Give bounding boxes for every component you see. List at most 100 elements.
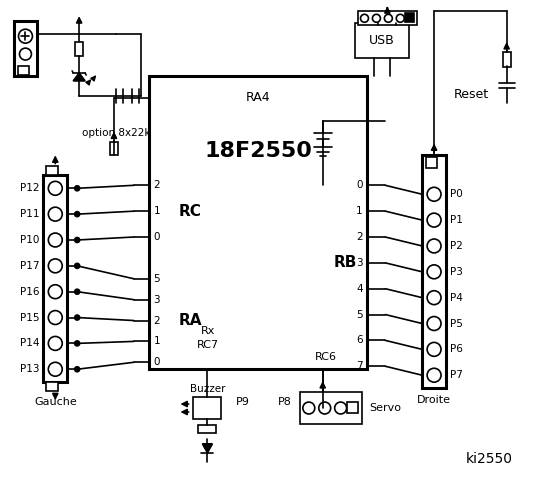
Circle shape — [397, 14, 404, 22]
Circle shape — [427, 239, 441, 253]
Circle shape — [48, 311, 62, 324]
Circle shape — [427, 291, 441, 305]
Circle shape — [48, 233, 62, 247]
Text: 1: 1 — [153, 336, 160, 347]
Text: P8: P8 — [278, 397, 292, 407]
Text: 6: 6 — [356, 336, 363, 346]
Circle shape — [48, 181, 62, 195]
Text: 5: 5 — [356, 310, 363, 320]
Polygon shape — [202, 444, 212, 453]
Text: 4: 4 — [356, 284, 363, 294]
Bar — [426, 157, 437, 168]
Text: Droite: Droite — [417, 395, 451, 405]
Bar — [75, 42, 83, 56]
Bar — [18, 66, 29, 75]
Circle shape — [75, 238, 80, 242]
Text: P13: P13 — [20, 364, 39, 374]
Circle shape — [48, 362, 62, 376]
Text: P4: P4 — [450, 293, 463, 303]
Text: 2: 2 — [356, 232, 363, 242]
Circle shape — [427, 316, 441, 330]
Text: P0: P0 — [450, 189, 463, 199]
Text: RA: RA — [179, 313, 202, 328]
Circle shape — [75, 264, 80, 268]
Circle shape — [48, 259, 62, 273]
Text: 1: 1 — [356, 206, 363, 216]
Circle shape — [75, 367, 80, 372]
Circle shape — [427, 213, 441, 227]
Bar — [46, 382, 58, 391]
Text: P14: P14 — [20, 338, 39, 348]
Bar — [503, 51, 510, 67]
Circle shape — [372, 14, 380, 22]
Bar — [194, 397, 221, 419]
Circle shape — [18, 29, 33, 43]
Text: RC6: RC6 — [315, 352, 337, 362]
Text: P9: P9 — [236, 397, 250, 407]
Text: 2: 2 — [153, 180, 160, 190]
Bar — [300, 392, 362, 424]
Circle shape — [427, 187, 441, 201]
Bar — [149, 76, 368, 369]
Bar — [13, 21, 38, 76]
Text: USB: USB — [369, 34, 395, 47]
Bar — [43, 175, 67, 382]
Circle shape — [427, 342, 441, 356]
Circle shape — [427, 368, 441, 382]
Text: 2: 2 — [153, 315, 160, 325]
Text: Rx: Rx — [201, 326, 216, 336]
Text: P2: P2 — [450, 241, 463, 251]
Text: Gauche: Gauche — [34, 397, 77, 407]
Text: P3: P3 — [450, 267, 463, 277]
Text: option 8x22k: option 8x22k — [82, 128, 150, 138]
Text: Reset: Reset — [453, 88, 489, 101]
Text: 5: 5 — [153, 274, 160, 284]
Text: 7: 7 — [356, 361, 363, 371]
Text: Servo: Servo — [369, 403, 401, 413]
Circle shape — [75, 186, 80, 191]
Text: RA4: RA4 — [246, 91, 270, 104]
Text: P16: P16 — [20, 287, 39, 297]
Circle shape — [427, 265, 441, 279]
Bar — [199, 425, 216, 433]
Text: 3: 3 — [356, 258, 363, 268]
Circle shape — [361, 14, 368, 22]
Text: P12: P12 — [20, 183, 39, 193]
Text: P1: P1 — [450, 215, 463, 225]
Text: P17: P17 — [20, 261, 39, 271]
Circle shape — [75, 289, 80, 294]
Circle shape — [48, 336, 62, 350]
Circle shape — [75, 212, 80, 216]
Circle shape — [48, 207, 62, 221]
Circle shape — [303, 402, 315, 414]
Bar — [354, 23, 409, 58]
Circle shape — [75, 315, 80, 320]
Text: 3: 3 — [153, 295, 160, 305]
Text: Buzzer: Buzzer — [190, 384, 225, 394]
Bar — [110, 142, 118, 156]
Bar — [358, 12, 417, 25]
Text: RB: RB — [334, 255, 357, 270]
Text: ki2550: ki2550 — [465, 452, 512, 466]
Bar — [46, 167, 58, 175]
Bar — [422, 156, 446, 388]
Text: P10: P10 — [20, 235, 39, 245]
Text: P7: P7 — [450, 370, 463, 380]
Text: P5: P5 — [450, 319, 463, 328]
Text: 0: 0 — [153, 357, 160, 367]
Bar — [347, 402, 358, 413]
Circle shape — [335, 402, 347, 414]
Circle shape — [384, 14, 392, 22]
Text: P15: P15 — [20, 312, 39, 323]
Text: 18F2550: 18F2550 — [204, 141, 312, 160]
Circle shape — [75, 341, 80, 346]
Polygon shape — [73, 73, 85, 81]
Text: 1: 1 — [153, 206, 160, 216]
Circle shape — [319, 402, 331, 414]
Bar — [405, 13, 414, 22]
Circle shape — [19, 48, 32, 60]
Text: RC: RC — [179, 204, 202, 219]
Text: RC7: RC7 — [197, 340, 220, 350]
Text: 0: 0 — [153, 232, 160, 242]
Text: 0: 0 — [356, 180, 363, 190]
